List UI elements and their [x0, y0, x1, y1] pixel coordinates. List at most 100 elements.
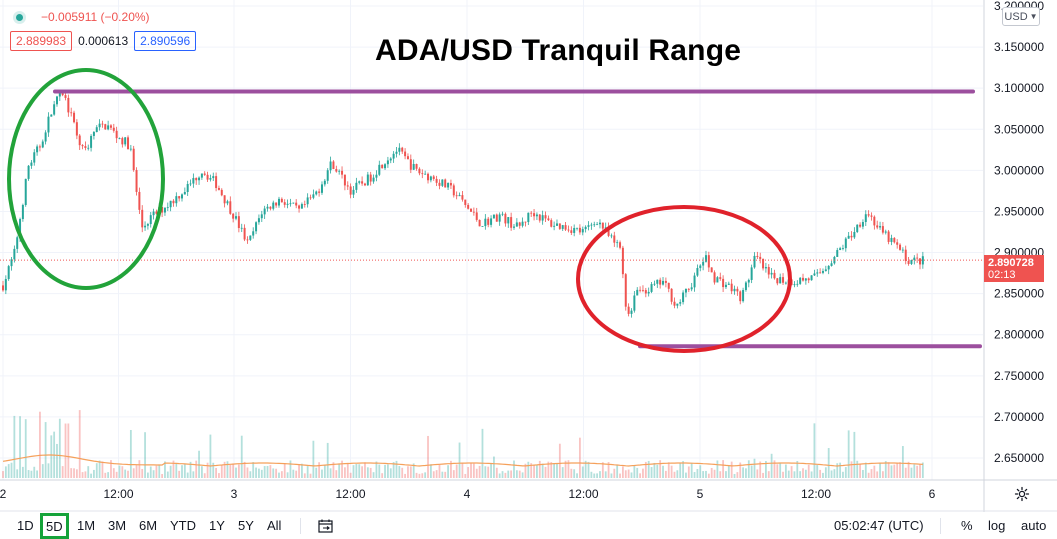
price-axis-labels[interactable]: 3.2000003.1500003.1000003.0500003.000000…	[994, 0, 1044, 465]
volume-bar	[332, 462, 335, 478]
volume-bar	[773, 460, 776, 478]
candle	[727, 281, 730, 285]
timeframe-1m[interactable]: 1M	[77, 518, 96, 533]
candle	[375, 170, 378, 182]
y-tick-label: 2.700000	[994, 410, 1044, 424]
volume-bar	[349, 472, 352, 478]
candle	[101, 120, 104, 128]
candle	[836, 247, 839, 258]
candle	[827, 265, 830, 275]
sell-price-button[interactable]: 2.889983	[10, 31, 73, 51]
volume-bar	[407, 466, 409, 478]
candle	[323, 178, 326, 187]
candle	[859, 222, 862, 228]
candle	[578, 224, 581, 235]
volume-bar	[787, 470, 790, 478]
volume-bar	[802, 468, 804, 478]
timeframe-1d[interactable]: 1D	[17, 518, 34, 533]
volume-bar	[896, 462, 899, 478]
volume-bar	[198, 450, 200, 478]
volume-bar	[682, 461, 684, 478]
candle	[127, 135, 130, 150]
candle	[280, 197, 283, 203]
volume-bar	[913, 464, 916, 478]
green-circle-annotation[interactable]	[7, 68, 165, 290]
timeframe-3m[interactable]: 3M	[108, 518, 127, 533]
candle	[209, 174, 212, 182]
volume-bar	[127, 470, 129, 478]
volume-bar	[745, 468, 747, 478]
candle	[372, 174, 375, 184]
volume-bar	[770, 453, 773, 478]
candle	[713, 270, 716, 285]
volume-bar	[673, 471, 676, 478]
candle	[535, 212, 538, 220]
gear-icon[interactable]	[1014, 486, 1030, 502]
buy-price-button[interactable]: 2.890596	[134, 31, 197, 51]
candle	[492, 214, 495, 219]
candle	[679, 299, 682, 307]
timeframe-6m[interactable]: 6M	[139, 518, 158, 533]
timeframe-5y[interactable]: 5Y	[238, 518, 254, 533]
candle	[739, 290, 742, 305]
volume-bar	[386, 464, 389, 478]
volume-bar	[141, 468, 144, 478]
x-tick-label: 5	[697, 487, 704, 501]
candle	[770, 268, 773, 279]
volume-bar	[418, 473, 421, 478]
date-range-icon[interactable]	[318, 519, 334, 533]
timeframe-ytd[interactable]: YTD	[170, 518, 196, 533]
volume-bar	[75, 469, 78, 478]
percent-scale-toggle[interactable]: %	[961, 518, 973, 533]
candle	[650, 282, 653, 294]
candle	[498, 212, 501, 226]
volume-bar	[827, 448, 830, 478]
volume-bar	[272, 468, 275, 478]
candle	[759, 252, 762, 264]
volume-bar	[544, 466, 547, 478]
red-circle-annotation[interactable]	[576, 205, 792, 353]
volume-bar	[478, 465, 481, 478]
volume-bar	[579, 437, 581, 478]
candle	[518, 221, 521, 229]
candle	[816, 269, 819, 277]
volume-bar	[203, 473, 206, 478]
volume-bar	[547, 461, 550, 478]
currency-selector[interactable]: USD ▼	[1002, 7, 1040, 26]
utc-clock[interactable]: 05:02:47 (UTC)	[834, 518, 924, 533]
volume-bar	[289, 460, 292, 478]
candle	[641, 285, 644, 293]
auto-scale-toggle[interactable]: auto	[1021, 518, 1047, 533]
volume-bar	[864, 462, 867, 478]
volume-bar	[84, 471, 87, 478]
volume-bar	[921, 462, 924, 478]
candle	[636, 287, 639, 296]
candle	[286, 199, 289, 209]
candle	[232, 212, 235, 223]
candle	[899, 243, 902, 251]
time-axis-labels[interactable]: 2 12:00 3 12:00 4 12:00 5 12:00 6	[0, 487, 936, 501]
candle	[266, 203, 269, 212]
candle	[567, 225, 570, 233]
candle	[724, 281, 727, 290]
volume-bar	[93, 469, 95, 478]
volume-bar	[570, 468, 573, 478]
candle	[252, 227, 255, 239]
timeframe-5d[interactable]: 5D	[40, 513, 69, 539]
volume-bar	[901, 446, 904, 478]
volume-bar	[667, 462, 670, 478]
volume-bar	[223, 461, 226, 478]
candle	[395, 146, 398, 158]
candle	[146, 222, 149, 230]
candle	[295, 199, 298, 209]
log-scale-toggle[interactable]: log	[988, 518, 1006, 533]
candle	[621, 245, 624, 279]
candle	[647, 287, 650, 297]
candle	[867, 210, 870, 218]
candle	[527, 212, 530, 226]
candle	[298, 204, 301, 213]
candle	[819, 268, 822, 274]
timeframe-all[interactable]: All	[267, 518, 282, 533]
timeframe-1y[interactable]: 1Y	[209, 518, 225, 533]
